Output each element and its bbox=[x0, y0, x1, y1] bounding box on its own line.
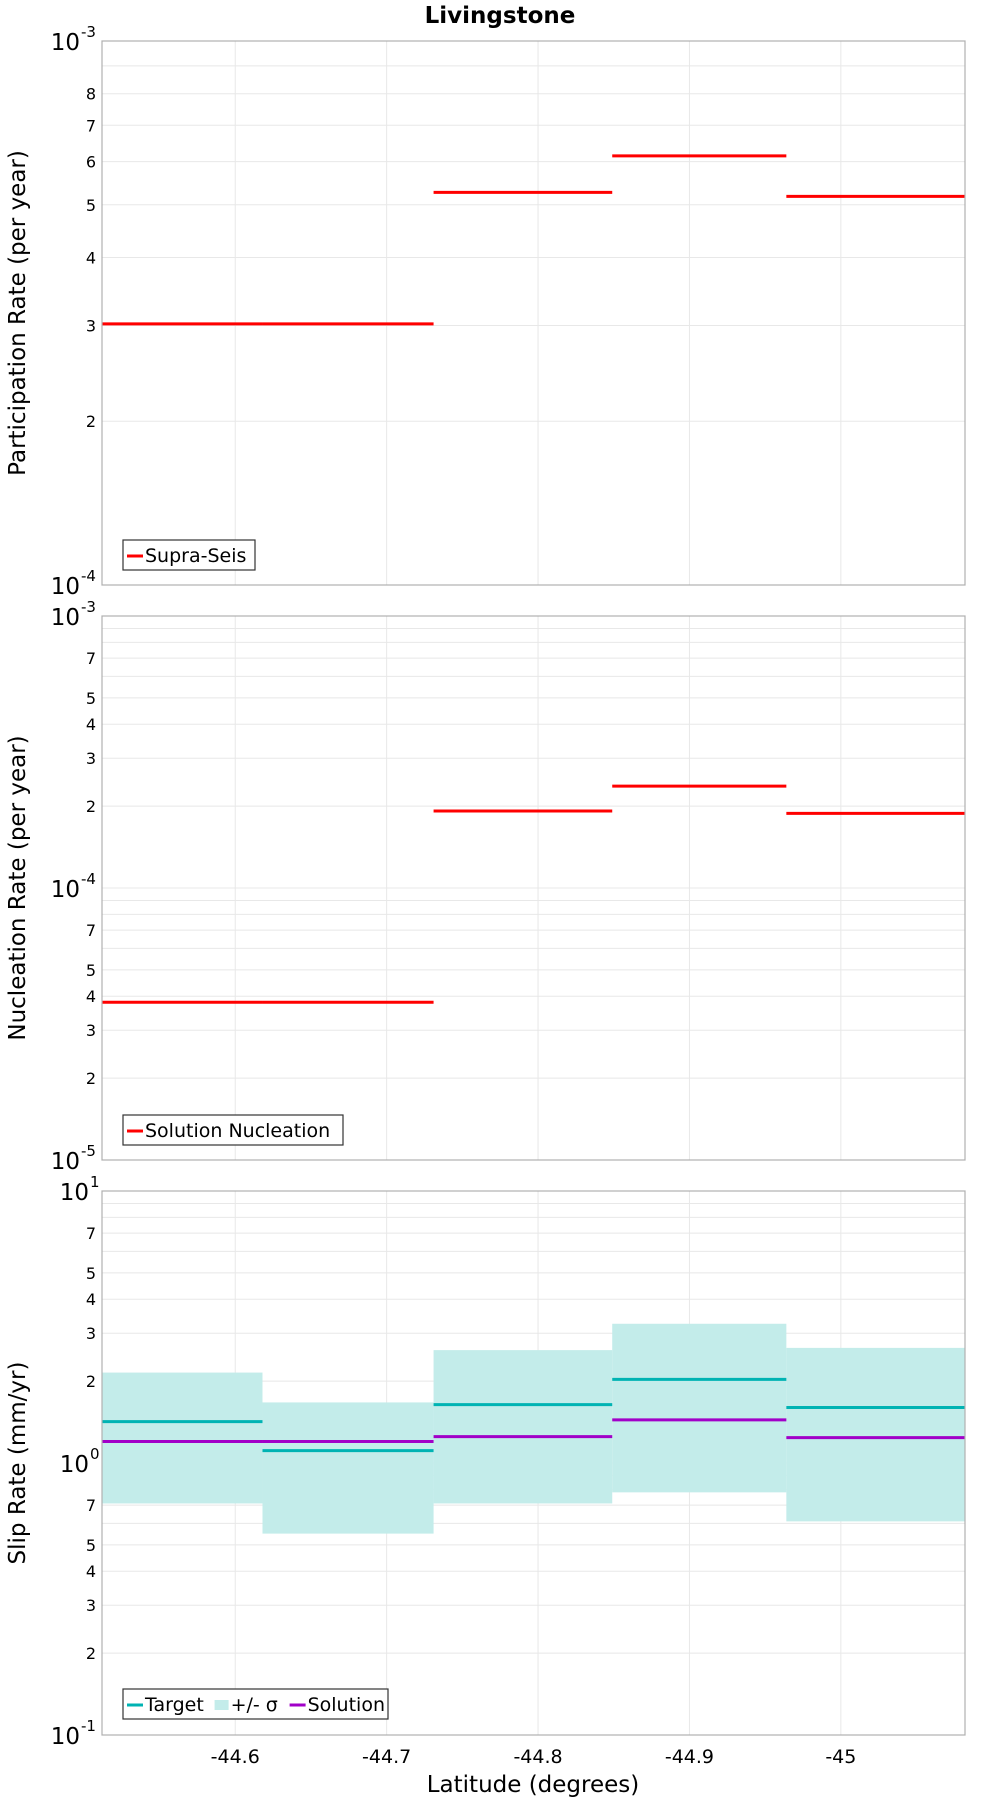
y-minor-tick-label: 4 bbox=[86, 248, 96, 267]
y-minor-tick-label: 5 bbox=[86, 961, 96, 980]
legend-label: +/- σ bbox=[231, 1694, 278, 1716]
y-major-tick-label: 10 bbox=[60, 1452, 89, 1478]
x-axis-label: Latitude (degrees) bbox=[427, 1772, 640, 1798]
x-tick-label: -44.7 bbox=[362, 1746, 411, 1768]
x-tick-label: -45 bbox=[825, 1746, 856, 1768]
y-minor-tick-label: 3 bbox=[86, 1324, 96, 1343]
legend-label: Supra-Seis bbox=[145, 545, 246, 567]
y-minor-tick-label: 3 bbox=[86, 1021, 96, 1040]
y-minor-tick-label: 4 bbox=[86, 1562, 96, 1581]
y-minor-tick-label: 2 bbox=[86, 1644, 96, 1663]
y-minor-tick-label: 5 bbox=[86, 689, 96, 708]
y-major-tick-exponent: -5 bbox=[81, 1142, 96, 1160]
band-segment bbox=[433, 1350, 613, 1504]
legend-item: Solution Nucleation bbox=[127, 1120, 330, 1142]
series-target bbox=[102, 1377, 965, 1453]
plot-frame bbox=[101, 40, 966, 586]
legend-label: Solution bbox=[308, 1694, 385, 1716]
y-minor-tick-label: 7 bbox=[86, 921, 96, 940]
y-minor-tick-label: 2 bbox=[86, 1372, 96, 1391]
grid bbox=[102, 41, 965, 585]
legend-swatch bbox=[214, 1700, 229, 1710]
legend-box bbox=[122, 539, 256, 571]
legend-label: Target bbox=[144, 1694, 204, 1716]
series-solution-nucleation bbox=[102, 784, 965, 1004]
legend-item: +/- σ bbox=[214, 1694, 278, 1716]
band-segment bbox=[786, 1347, 965, 1522]
y-minor-tick-label: 2 bbox=[86, 412, 96, 431]
y-major-tick-exponent: -4 bbox=[81, 567, 96, 585]
y-axis-label: Slip Rate (mm/yr) bbox=[5, 1362, 31, 1565]
y-major-tick-exponent: 1 bbox=[90, 1173, 100, 1191]
y-minor-tick-label: 4 bbox=[86, 987, 96, 1006]
y-minor-tick-label: 8 bbox=[86, 85, 96, 104]
legend-box bbox=[122, 1114, 344, 1146]
y-minor-tick-label: 6 bbox=[86, 153, 96, 172]
y-minor-tick-label: 5 bbox=[86, 1264, 96, 1283]
y-major-tick-exponent: -1 bbox=[81, 1717, 96, 1735]
y-major-tick-exponent: -3 bbox=[81, 23, 96, 41]
legend: Supra-Seis bbox=[122, 539, 256, 571]
x-tick-label: -44.6 bbox=[211, 1746, 260, 1768]
series- bbox=[102, 1323, 965, 1534]
series-solution bbox=[102, 1418, 965, 1443]
legend-item: Supra-Seis bbox=[127, 545, 246, 567]
y-minor-tick-label: 7 bbox=[86, 116, 96, 135]
y-minor-tick-label: 3 bbox=[86, 1596, 96, 1615]
plot-area bbox=[102, 41, 965, 585]
y-minor-tick-label: 3 bbox=[86, 749, 96, 768]
y-major-tick-label: 10 bbox=[51, 574, 80, 600]
y-major-tick-label: 10 bbox=[51, 30, 80, 56]
y-major-tick-exponent: -3 bbox=[81, 598, 96, 616]
band-segment bbox=[612, 1323, 787, 1493]
plot-frame bbox=[101, 1190, 966, 1736]
y-major-tick-label: 10 bbox=[51, 877, 80, 903]
band-segment bbox=[102, 1372, 263, 1504]
y-minor-tick-label: 2 bbox=[86, 797, 96, 816]
y-major-tick-label: 10 bbox=[51, 605, 80, 631]
band-segment bbox=[262, 1402, 434, 1534]
y-minor-tick-label: 7 bbox=[86, 649, 96, 668]
y-major-tick-label: 10 bbox=[51, 1149, 80, 1175]
legend-label: Solution Nucleation bbox=[145, 1120, 330, 1142]
y-minor-tick-label: 5 bbox=[86, 196, 96, 215]
grid bbox=[102, 616, 965, 1160]
legend: Target +/- σ Solution bbox=[122, 1688, 389, 1720]
y-minor-tick-label: 3 bbox=[86, 316, 96, 335]
legend-box bbox=[122, 1688, 389, 1720]
x-tick-label: -44.8 bbox=[513, 1746, 562, 1768]
y-axis-label: Participation Rate (per year) bbox=[5, 150, 31, 476]
legend: Solution Nucleation bbox=[122, 1114, 344, 1146]
y-minor-tick-label: 7 bbox=[86, 1224, 96, 1243]
x-tick-label: -44.9 bbox=[665, 1746, 714, 1768]
y-major-tick-exponent: 0 bbox=[90, 1445, 100, 1463]
y-minor-tick-label: 4 bbox=[86, 1290, 96, 1309]
y-major-tick-label: 10 bbox=[51, 1724, 80, 1750]
y-minor-tick-label: 5 bbox=[86, 1536, 96, 1555]
y-axis-label: Nucleation Rate (per year) bbox=[5, 735, 31, 1040]
chart-title: Livingstone bbox=[425, 3, 576, 29]
y-major-tick-exponent: -4 bbox=[81, 870, 96, 888]
legend-item: Target bbox=[127, 1694, 204, 1716]
y-minor-tick-label: 4 bbox=[86, 715, 96, 734]
series-supra-seis bbox=[102, 154, 965, 326]
y-minor-tick-label: 7 bbox=[86, 1496, 96, 1515]
y-minor-tick-label: 2 bbox=[86, 1069, 96, 1088]
plot-frame bbox=[101, 615, 966, 1161]
legend-item: Solution bbox=[289, 1694, 385, 1716]
y-major-tick-label: 10 bbox=[60, 1180, 89, 1206]
